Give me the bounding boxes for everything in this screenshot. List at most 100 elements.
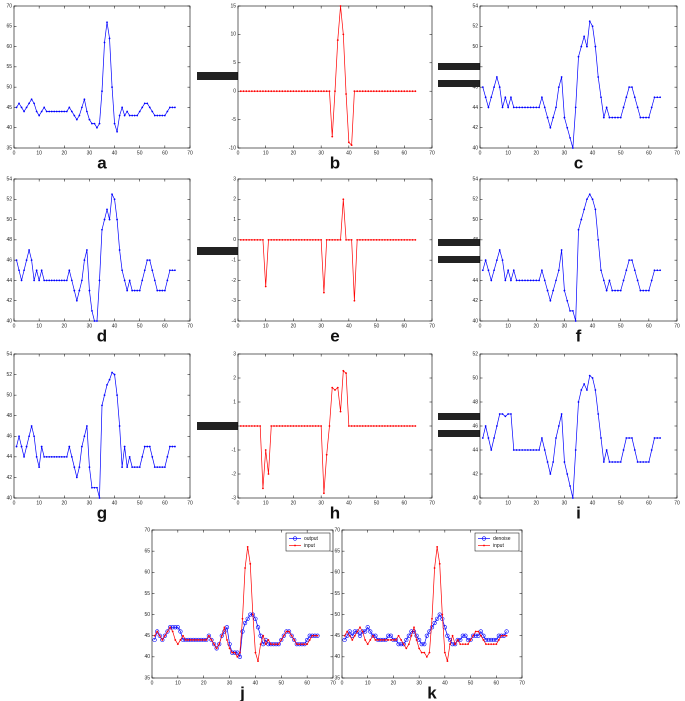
x-tick-label: 30	[318, 323, 324, 329]
x-tick-label: 60	[402, 323, 408, 329]
y-tick-label: 35	[144, 675, 150, 681]
point	[166, 110, 169, 113]
point	[289, 633, 294, 638]
point	[146, 102, 149, 105]
point	[435, 616, 440, 621]
point	[251, 613, 254, 616]
point	[532, 449, 535, 451]
point	[30, 98, 33, 101]
equals-sign-bottom	[438, 430, 488, 437]
point	[359, 425, 361, 427]
point	[432, 620, 437, 626]
point	[178, 629, 183, 634]
point	[415, 639, 418, 641]
point	[425, 655, 428, 658]
point	[347, 238, 350, 241]
y-tick-label: 48	[6, 413, 12, 419]
point	[345, 93, 347, 95]
point	[58, 455, 61, 458]
point	[153, 114, 156, 117]
point	[552, 461, 555, 463]
point	[325, 453, 328, 456]
point	[280, 639, 283, 641]
point	[472, 634, 475, 637]
point	[500, 634, 503, 637]
x-tick-label: 20	[62, 500, 68, 506]
point	[143, 445, 146, 448]
point	[493, 86, 495, 89]
point	[118, 249, 121, 251]
point	[498, 413, 501, 415]
legend-label: input	[493, 543, 504, 549]
point	[314, 634, 316, 637]
point	[259, 425, 262, 427]
point	[184, 639, 187, 641]
point	[501, 413, 504, 415]
x-tick-label: 0	[479, 150, 482, 156]
point	[43, 279, 46, 282]
x-tick-label: 30	[416, 680, 422, 686]
point	[386, 238, 389, 241]
point	[86, 110, 88, 113]
point	[546, 116, 549, 119]
point	[608, 461, 611, 463]
point	[220, 634, 223, 637]
point	[309, 90, 311, 93]
point	[281, 238, 284, 241]
equals-sign-top	[438, 63, 488, 70]
point	[317, 90, 320, 93]
point	[151, 110, 154, 113]
point	[490, 96, 493, 99]
point	[93, 122, 96, 125]
point	[591, 25, 594, 28]
legend-box	[474, 532, 520, 552]
point	[126, 289, 129, 292]
point	[331, 386, 334, 389]
point	[371, 634, 374, 637]
point	[370, 90, 372, 93]
point	[273, 90, 275, 93]
point	[454, 643, 457, 646]
point	[325, 238, 328, 241]
point	[518, 106, 521, 109]
point	[571, 309, 574, 312]
point	[507, 269, 510, 272]
y-tick-label: 50	[334, 612, 340, 618]
point	[273, 425, 275, 427]
x-tick-label: 0	[13, 323, 16, 329]
point	[65, 279, 68, 282]
point	[209, 637, 214, 643]
y-tick-label: 1	[233, 399, 236, 405]
point	[306, 425, 309, 427]
point	[359, 90, 361, 93]
point	[515, 106, 518, 109]
point	[382, 639, 385, 641]
point	[471, 633, 476, 638]
plot-area	[13, 178, 191, 322]
y-tick-label: -2	[232, 278, 237, 284]
y-tick-label: 60	[6, 44, 12, 50]
y-tick-label: 2	[233, 375, 236, 381]
point	[351, 639, 354, 641]
series-line	[16, 22, 175, 132]
point	[284, 425, 287, 427]
x-tick-label: 0	[13, 500, 16, 506]
point	[580, 45, 583, 48]
point	[647, 461, 650, 463]
point	[70, 455, 73, 458]
series-line	[482, 374, 661, 499]
point	[111, 193, 113, 196]
y-tick-label: 40	[144, 654, 150, 660]
point	[33, 102, 36, 105]
point	[282, 634, 285, 637]
point	[270, 238, 273, 241]
point	[152, 637, 157, 643]
point	[347, 141, 350, 144]
y-tick-label: 40	[472, 318, 478, 324]
point	[529, 279, 532, 282]
point	[656, 437, 659, 439]
point	[153, 466, 156, 469]
point	[636, 461, 639, 463]
x-tick-label: 50	[137, 150, 143, 156]
